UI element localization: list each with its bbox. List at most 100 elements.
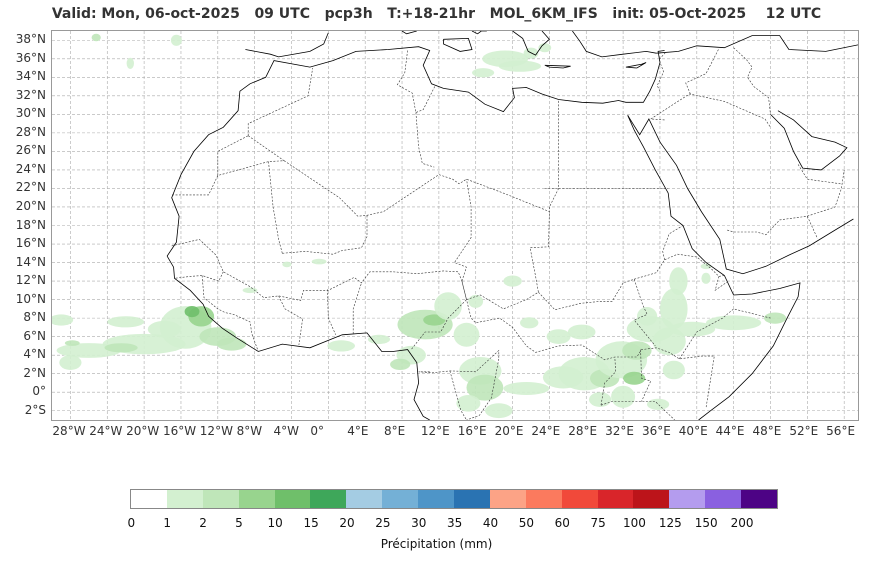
colorbar-tick-label: 0: [127, 516, 136, 530]
lat-tick-label: 36°N: [15, 50, 46, 65]
colorbar-tick-label: 75: [590, 516, 606, 530]
country-border: [727, 215, 818, 239]
coastline: [770, 110, 848, 171]
country-border: [352, 282, 362, 334]
country-border: [466, 358, 500, 420]
lon-tick-label: 16°W: [162, 424, 197, 438]
colorbar-tick-label: 60: [554, 516, 570, 530]
precip-cell: [472, 68, 495, 78]
lon-tick-label: 56°E: [826, 424, 856, 438]
lon-tick-label: 40°E: [678, 424, 708, 438]
precip-cell: [216, 337, 247, 351]
country-border: [454, 179, 472, 282]
precip-cell: [367, 334, 391, 344]
colorbar-label: Précipitation (mm): [380, 537, 493, 551]
lat-tick-label: 26°N: [15, 143, 46, 158]
lat-tick-label: 0°: [32, 384, 46, 399]
colorbar-tick-label: 1: [163, 516, 172, 530]
precip-cell: [485, 403, 513, 419]
lat-tick-label: 2°S: [24, 402, 46, 417]
coastline: [401, 31, 417, 35]
precip-cell: [623, 371, 646, 385]
colorbar-tick-label: 20: [339, 516, 355, 530]
country-border: [600, 401, 675, 420]
precip-cell: [567, 324, 596, 340]
colorbar-segment: [166, 490, 203, 508]
precip-cell: [468, 294, 484, 308]
coastline: [166, 255, 430, 420]
colorbar-tick-label: 50: [518, 516, 535, 530]
precip-cell: [59, 355, 82, 370]
country-border: [600, 356, 617, 406]
lon-tick-label: 4°W: [273, 424, 299, 438]
lat-tick-label: 34°N: [15, 69, 46, 84]
country-border: [656, 51, 667, 92]
precip-cell: [503, 382, 550, 395]
lon-tick-label: 24°E: [531, 424, 561, 438]
precip-cell: [700, 263, 712, 270]
country-border: [283, 99, 559, 217]
precip-cell: [669, 267, 688, 295]
lat-tick-label: 20°N: [15, 198, 46, 213]
precip-cell: [311, 258, 327, 265]
precip-cell: [390, 358, 411, 370]
country-border: [415, 112, 435, 168]
colorbar-segment: [238, 490, 275, 508]
precip-cell: [170, 34, 182, 46]
lat-tick-label: 22°N: [15, 180, 46, 195]
country-borders: [171, 47, 845, 420]
precip-cell: [520, 317, 539, 329]
map-area[interactable]: [51, 30, 859, 421]
colorbar-segment: [597, 490, 634, 508]
country-border: [714, 276, 728, 292]
precip-cell: [701, 272, 711, 284]
precip-cell: [64, 340, 80, 346]
lat-tick-label: 32°N: [15, 87, 46, 102]
lon-tick-label: 24°W: [89, 424, 123, 438]
country-border: [649, 93, 771, 128]
precip-cell: [184, 306, 200, 318]
country-border: [247, 67, 313, 136]
lat-tick-label: 18°N: [15, 217, 46, 232]
lon-tick-label: 8°E: [384, 424, 406, 438]
country-border: [171, 135, 285, 196]
precip-cell: [622, 341, 652, 360]
precip-cell: [706, 315, 762, 331]
precip-cell: [546, 329, 571, 344]
precip-cell: [662, 360, 685, 380]
country-border: [664, 253, 725, 277]
colorbar-segment: [274, 490, 311, 508]
lat-tick-label: 14°N: [15, 254, 46, 269]
precip-cell: [242, 287, 258, 294]
country-border: [538, 278, 656, 347]
coastline: [627, 115, 854, 275]
lat-tick-label: 4°N: [23, 347, 46, 362]
country-border: [174, 271, 224, 282]
colorbar-segment: [561, 490, 598, 508]
country-border: [396, 50, 436, 113]
coastline: [627, 115, 801, 420]
lat-tick-label: 6°N: [23, 328, 46, 343]
precip-cell: [503, 275, 522, 287]
lat-tick-label: 24°N: [15, 161, 46, 176]
precipitation-field: [52, 33, 787, 419]
precipitation-map: [52, 31, 858, 420]
precip-cell: [660, 288, 688, 330]
lon-tick-label: 4°E: [347, 424, 369, 438]
colorbar-segment: [633, 490, 670, 508]
precip-cell: [327, 340, 356, 352]
coastline: [572, 31, 657, 58]
lon-tick-label: 20°W: [126, 424, 160, 438]
coastline: [656, 35, 858, 54]
coastline: [512, 31, 550, 56]
colorbar-tick-label: 200: [730, 516, 754, 530]
lat-tick-label: 10°N: [15, 291, 46, 306]
colorbar-tick-label: 10: [267, 516, 283, 530]
colorbar-tick-label: 2: [199, 516, 207, 530]
country-border: [797, 164, 841, 185]
colorbar-segment: [346, 490, 383, 508]
lat-tick-label: 28°N: [15, 124, 46, 139]
country-border: [685, 48, 720, 95]
coastline: [245, 32, 329, 58]
lon-tick-label: 28°E: [568, 424, 598, 438]
